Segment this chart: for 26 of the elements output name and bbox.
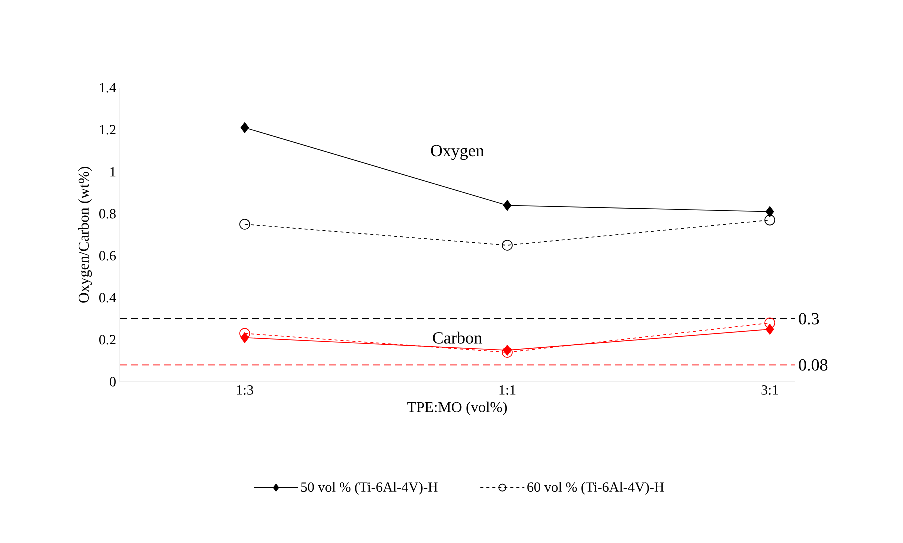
point: [766, 206, 774, 218]
y-tick-label: 1: [110, 167, 116, 177]
x-tick-label: 3:1: [762, 386, 778, 395]
y-tick-label: 0.6: [100, 251, 116, 261]
point: [502, 240, 513, 251]
annotation: Oxygen: [431, 145, 484, 160]
y-axis-title: Oxygen/Carbon (wt%): [78, 167, 92, 303]
x-tick-label: 1:3: [237, 386, 254, 395]
y-tick-label: 0.8: [100, 209, 116, 219]
y-tick-label: 0: [110, 377, 116, 387]
x-axis-title: TPE:MO (vol%): [408, 402, 508, 416]
y-tick-label: 0.4: [100, 293, 116, 303]
y-tick-label: 0.2: [100, 335, 116, 345]
x-tick-label: 1:1: [500, 386, 516, 395]
annotation: Carbon: [433, 332, 482, 344]
point: [764, 318, 776, 329]
point: [240, 219, 250, 230]
point: [240, 122, 250, 134]
legend-label: 50 vol % (Ti-6Al-4V)-H: [301, 482, 438, 495]
ref-line-label: 0.3: [799, 313, 820, 325]
legend-label: 60 vol % (Ti-6Al-4V)-H: [528, 482, 664, 495]
y-tick-label: 1.2: [100, 125, 116, 135]
y-tick-label: 1.4: [100, 83, 116, 93]
point: [503, 200, 512, 211]
ref-line-label: 0.08: [799, 359, 828, 371]
point: [764, 214, 776, 226]
